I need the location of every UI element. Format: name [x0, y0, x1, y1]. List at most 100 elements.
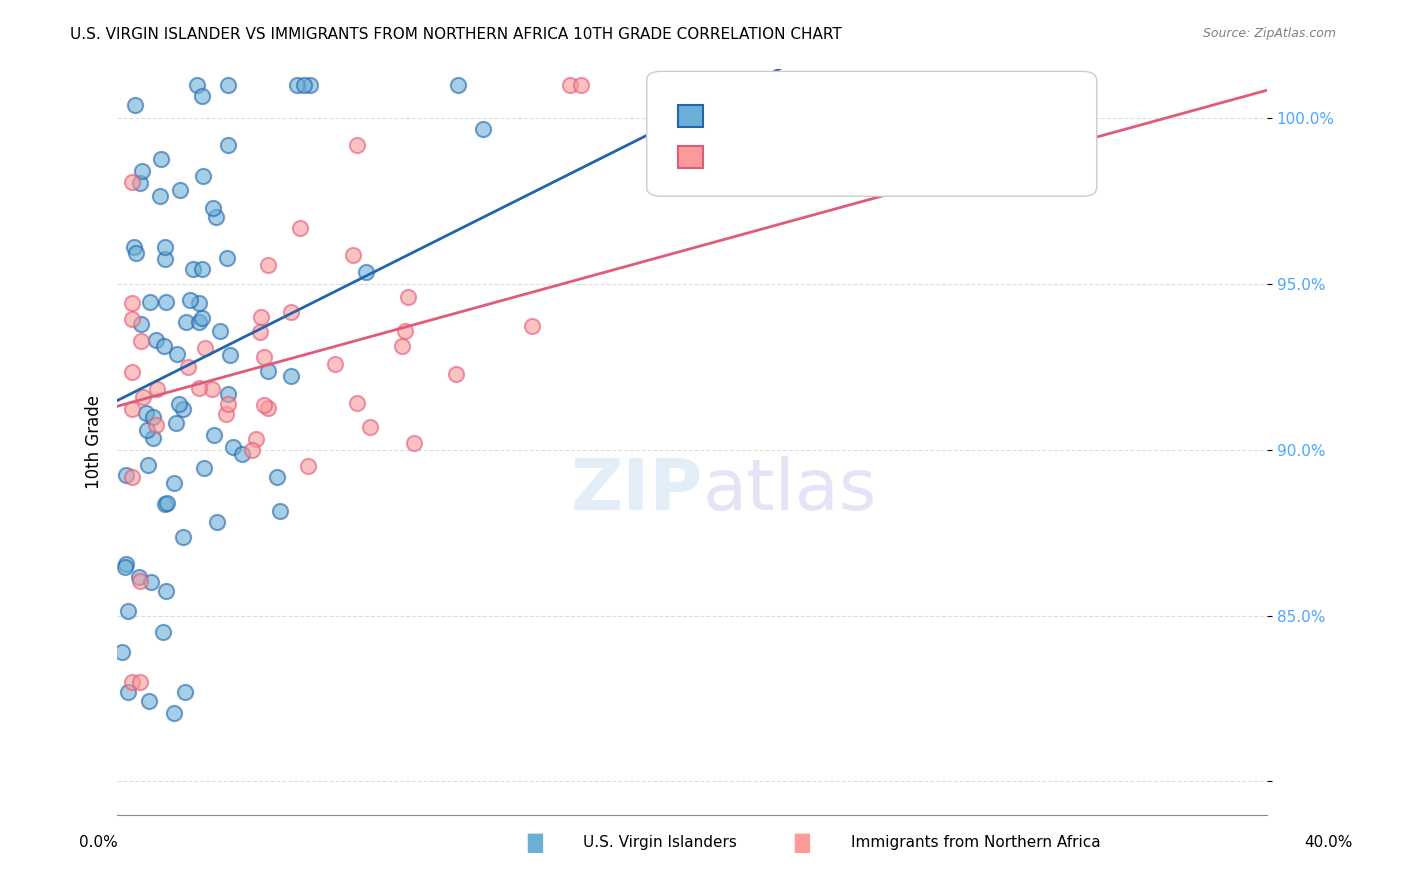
Point [288, 221, 311, 235]
Point [111, 645, 134, 659]
Point [122, 240, 145, 254]
Point [163, 706, 186, 721]
Point [174, 684, 197, 698]
Text: U.S. VIRGIN ISLANDER VS IMMIGRANTS FROM NORTHERN AFRICA 10TH GRADE CORRELATION C: U.S. VIRGIN ISLANDER VS IMMIGRANTS FROM … [70, 27, 842, 42]
Point [218, 348, 240, 362]
Point [217, 397, 239, 411]
Y-axis label: 10th Grade: 10th Grade [86, 394, 103, 489]
Point [165, 416, 187, 430]
Point [359, 420, 381, 434]
Point [217, 386, 239, 401]
Point [253, 398, 276, 412]
Point [121, 312, 143, 326]
Point [155, 295, 177, 310]
Point [250, 310, 273, 325]
Point [132, 390, 155, 404]
Point [522, 319, 544, 334]
Point [114, 558, 136, 572]
Point [187, 315, 209, 329]
Point [172, 530, 194, 544]
Point [142, 409, 165, 424]
Point [138, 458, 160, 472]
Point [139, 575, 162, 590]
Point [1062, 78, 1084, 92]
Point [256, 258, 278, 272]
Point [188, 296, 211, 310]
Point [121, 295, 143, 310]
Point [190, 262, 212, 277]
Point [280, 305, 302, 319]
Point [231, 447, 253, 461]
Point [117, 603, 139, 617]
Point [285, 78, 308, 92]
Point [128, 569, 150, 583]
Point [145, 333, 167, 347]
Text: Immigrants from Northern Africa: Immigrants from Northern Africa [851, 836, 1101, 850]
Point [176, 315, 198, 329]
Point [135, 406, 157, 420]
Point [205, 516, 228, 530]
Point [217, 137, 239, 152]
Point [181, 262, 204, 277]
Text: N =: N = [837, 107, 873, 125]
Text: 0.0%: 0.0% [79, 836, 118, 850]
Point [149, 188, 172, 202]
Point [215, 407, 238, 421]
Point [177, 359, 200, 374]
Point [215, 251, 238, 265]
Point [153, 252, 176, 266]
Point [444, 368, 467, 382]
Point [146, 382, 169, 396]
Point [179, 293, 201, 307]
Text: Source: ZipAtlas.com: Source: ZipAtlas.com [1202, 27, 1336, 40]
Point [342, 247, 364, 261]
Point [129, 317, 152, 331]
Point [558, 78, 581, 92]
Point [139, 295, 162, 310]
Point [257, 401, 280, 416]
Point [222, 440, 245, 454]
Point [136, 423, 159, 437]
Point [156, 496, 179, 510]
Point [155, 584, 177, 599]
Text: 0.197: 0.197 [766, 107, 818, 125]
Point [569, 78, 592, 92]
Text: ZIP: ZIP [571, 456, 703, 525]
Point [249, 326, 271, 340]
Point [153, 496, 176, 510]
Point [191, 88, 214, 103]
Point [208, 325, 231, 339]
Point [121, 365, 143, 379]
Point [202, 428, 225, 442]
Point [142, 431, 165, 445]
Point [391, 339, 413, 353]
Point [201, 201, 224, 215]
Point [121, 175, 143, 189]
Point [299, 78, 322, 92]
Point [396, 290, 419, 304]
Point [138, 694, 160, 708]
Point [447, 78, 470, 92]
Point [193, 461, 215, 475]
Point [128, 176, 150, 190]
Text: 40.0%: 40.0% [1305, 836, 1353, 850]
Point [152, 625, 174, 640]
Point [325, 357, 347, 371]
Point [292, 78, 315, 92]
Point [149, 153, 172, 167]
Point [166, 347, 188, 361]
Point [240, 442, 263, 457]
Point [125, 246, 148, 260]
Text: 0.376: 0.376 [766, 147, 818, 165]
Point [190, 311, 212, 326]
Point [346, 138, 368, 153]
Point [128, 674, 150, 689]
Point [245, 432, 267, 446]
Text: R =: R = [710, 107, 747, 125]
Point [145, 417, 167, 432]
Point [167, 397, 190, 411]
Point [346, 396, 368, 410]
Point [131, 163, 153, 178]
Text: R =: R = [710, 147, 747, 165]
Point [152, 339, 174, 353]
